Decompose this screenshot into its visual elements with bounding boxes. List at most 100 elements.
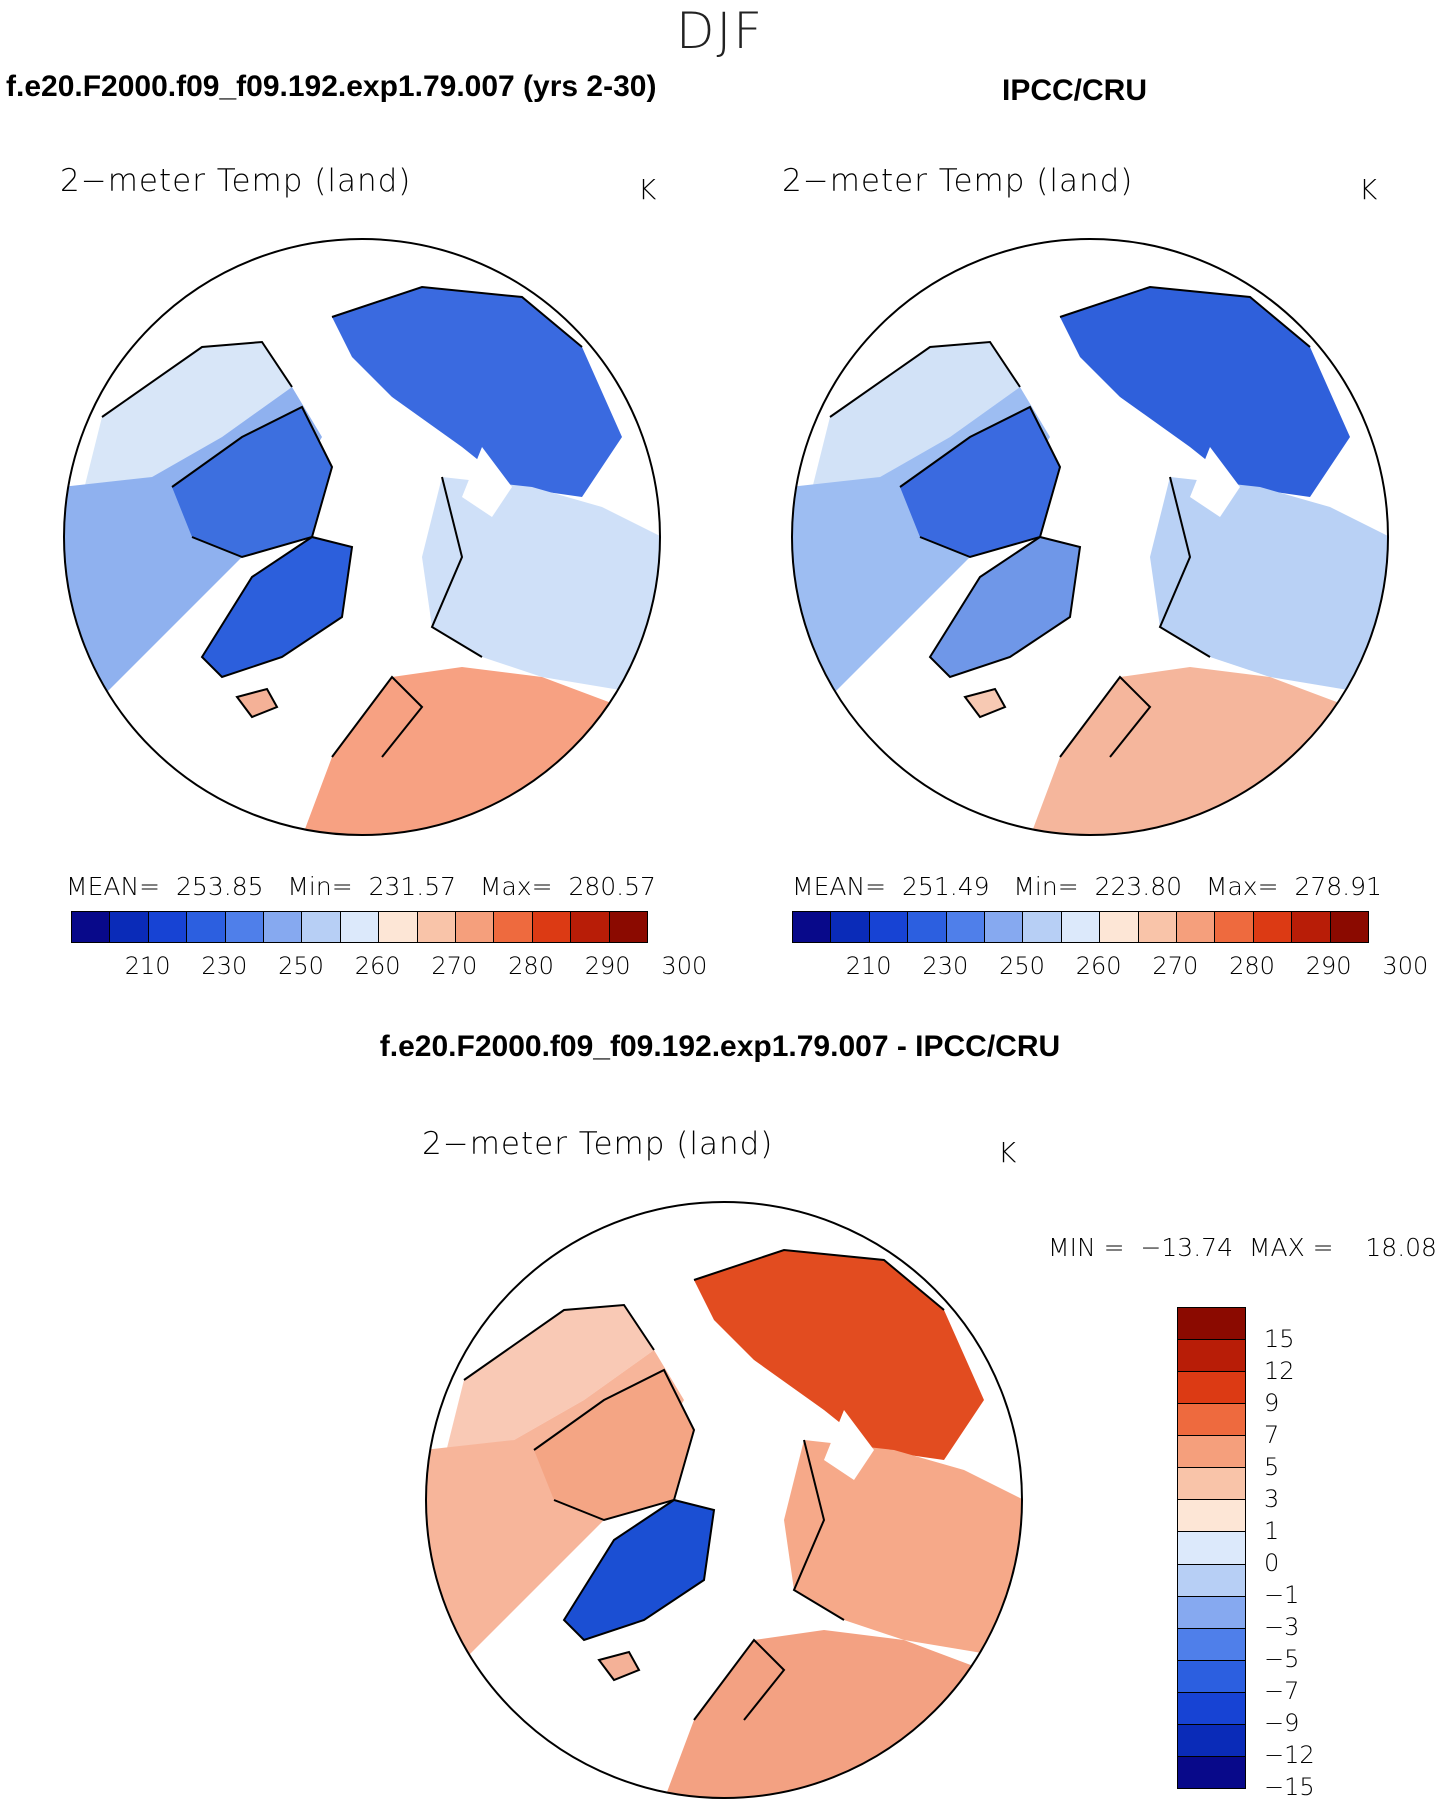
colorbar-swatch: [868, 912, 908, 942]
colorbar-tick-label: 210: [845, 952, 892, 980]
colorbar-tick-label: 290: [584, 952, 631, 980]
model-mean-label: MEAN=: [66, 872, 161, 901]
model-stats: MEAN= 253.85 Min= 231.57 Max= 280.57: [66, 872, 656, 901]
colorbar-tick-label: 5: [1264, 1452, 1280, 1481]
diff-max-label: MAX =: [1248, 1233, 1334, 1262]
colorbar-tick-label: 3: [1264, 1485, 1280, 1513]
colorbar-swatch: [1178, 1563, 1245, 1596]
colorbar-swatch: [1178, 1723, 1245, 1756]
obs-mean-label: MEAN=: [792, 872, 887, 901]
colorbar-tick-label: 9: [1264, 1389, 1280, 1417]
colorbar-tick-label: 300: [661, 952, 708, 980]
diff-variable-label: 2−meter Temp (land): [422, 1126, 774, 1162]
colorbar-swatch: [1178, 1467, 1245, 1500]
colorbar-swatch: [1178, 1435, 1245, 1468]
model-max-label: Max=: [479, 872, 553, 901]
colorbar-tick-label: 15: [1264, 1325, 1295, 1353]
colorbar-tick-label: 250: [278, 952, 324, 980]
colorbar-swatch: [1178, 1755, 1245, 1788]
colorbar-tick-label: 0: [1264, 1549, 1280, 1577]
colorbar-swatch: [301, 912, 340, 942]
colorbar-tick-label: 260: [354, 952, 401, 980]
alaska-region: [82, 342, 292, 497]
greenland-region: [564, 1500, 714, 1640]
canada-arctic-region: [172, 407, 332, 557]
colorbar-swatch: [1099, 912, 1138, 942]
diff-units-label: K: [998, 1136, 1017, 1169]
obs-stats: MEAN= 251.49 Min= 223.80 Max= 278.91: [792, 872, 1382, 901]
colorbar-tick-label: −15: [1264, 1773, 1315, 1801]
obs-units-label: K: [1359, 173, 1378, 206]
east-europe-region: [1150, 477, 1388, 697]
colorbar-tick-label: 300: [1382, 952, 1429, 980]
obs-polar-map: [791, 238, 1389, 836]
obs-variable-label: 2−meter Temp (land): [782, 163, 1134, 199]
colorbar-swatch: [984, 912, 1023, 942]
canada-arctic-region: [534, 1370, 694, 1520]
colorbar-tick-label: 1: [1264, 1517, 1280, 1545]
colorbar-tick-label: −7: [1264, 1677, 1300, 1705]
colorbar-tick-label: 280: [508, 952, 554, 980]
obs-min-label: Min=: [1013, 872, 1079, 901]
east-europe-region: [422, 477, 660, 697]
canada-arctic-region: [900, 407, 1060, 557]
colorbar-swatch: [224, 912, 264, 942]
colorbar-swatch: [793, 912, 831, 942]
obs-min-value: 223.80: [1094, 872, 1183, 901]
colorbar-swatch: [1178, 1308, 1245, 1340]
colorbar-swatch: [263, 912, 302, 942]
obs-colorbar-ticks: 210 230 250 260 270 280 290 300: [792, 952, 1428, 982]
model-min-label: Min=: [287, 872, 353, 901]
colorbar-tick-label: 260: [1075, 952, 1122, 980]
siberia-region: [332, 287, 622, 497]
alaska-region: [444, 1305, 654, 1460]
obs-mean-value: 251.49: [902, 872, 990, 901]
greenland-region: [202, 537, 352, 677]
obs-colorbar: [792, 911, 1369, 943]
colorbar-tick-label: 230: [922, 952, 969, 980]
colorbar-tick-label: 7: [1264, 1421, 1280, 1449]
colorbar-swatch: [109, 912, 148, 942]
diff-polar-map: [425, 1201, 1023, 1799]
colorbar-swatch: [531, 912, 571, 942]
model-colorbar: [71, 911, 648, 943]
colorbar-swatch: [339, 912, 379, 942]
siberia-region: [1060, 287, 1350, 497]
colorbar-tick-label: 270: [431, 952, 478, 980]
colorbar-swatch: [1178, 1371, 1245, 1404]
obs-panel-title: IPCC/CRU: [1002, 74, 1148, 107]
diff-minmax: MIN = −13.74 MAX = 18.08: [1048, 1233, 1437, 1262]
colorbar-swatch: [1214, 912, 1253, 942]
diff-colorbar: [1177, 1307, 1246, 1789]
colorbar-tick-label: 210: [124, 952, 171, 980]
colorbar-swatch: [147, 912, 187, 942]
colorbar-swatch: [570, 912, 609, 942]
colorbar-swatch: [1178, 1499, 1245, 1532]
colorbar-tick-label: −12: [1264, 1741, 1315, 1769]
colorbar-tick-label: −1: [1264, 1581, 1300, 1609]
model-colorbar-ticks: 210 230 250 260 270 280 290 300: [71, 952, 707, 982]
colorbar-swatch: [378, 912, 417, 942]
diff-colorbar-ticks: 15 12 9 7 5 3 1 0 −1 −3 −5 −7 −9 −12 −15: [1264, 1307, 1324, 1801]
model-polar-map: [63, 238, 661, 836]
colorbar-tick-label: −9: [1264, 1709, 1300, 1737]
model-panel-title: f.e20.F2000.f09_f09.192.exp1.79.007 (yrs…: [6, 70, 657, 103]
colorbar-swatch: [416, 912, 456, 942]
east-europe-region: [784, 1440, 1022, 1660]
colorbar-swatch: [1022, 912, 1061, 942]
colorbar-tick-label: 290: [1305, 952, 1352, 980]
colorbar-swatch: [1137, 912, 1177, 942]
colorbar-swatch: [830, 912, 869, 942]
colorbar-swatch: [1178, 1595, 1245, 1628]
colorbar-tick-label: 270: [1152, 952, 1199, 980]
colorbar-swatch: [945, 912, 985, 942]
siberia-region: [694, 1250, 984, 1460]
colorbar-tick-label: −5: [1264, 1645, 1300, 1673]
model-units-label: K: [638, 173, 657, 206]
colorbar-swatch: [1291, 912, 1330, 942]
model-mean-value: 253.85: [176, 872, 264, 901]
colorbar-swatch: [1178, 1339, 1245, 1372]
obs-max-label: Max=: [1205, 872, 1279, 901]
greenland-region: [930, 537, 1080, 677]
colorbar-swatch: [1176, 912, 1215, 942]
